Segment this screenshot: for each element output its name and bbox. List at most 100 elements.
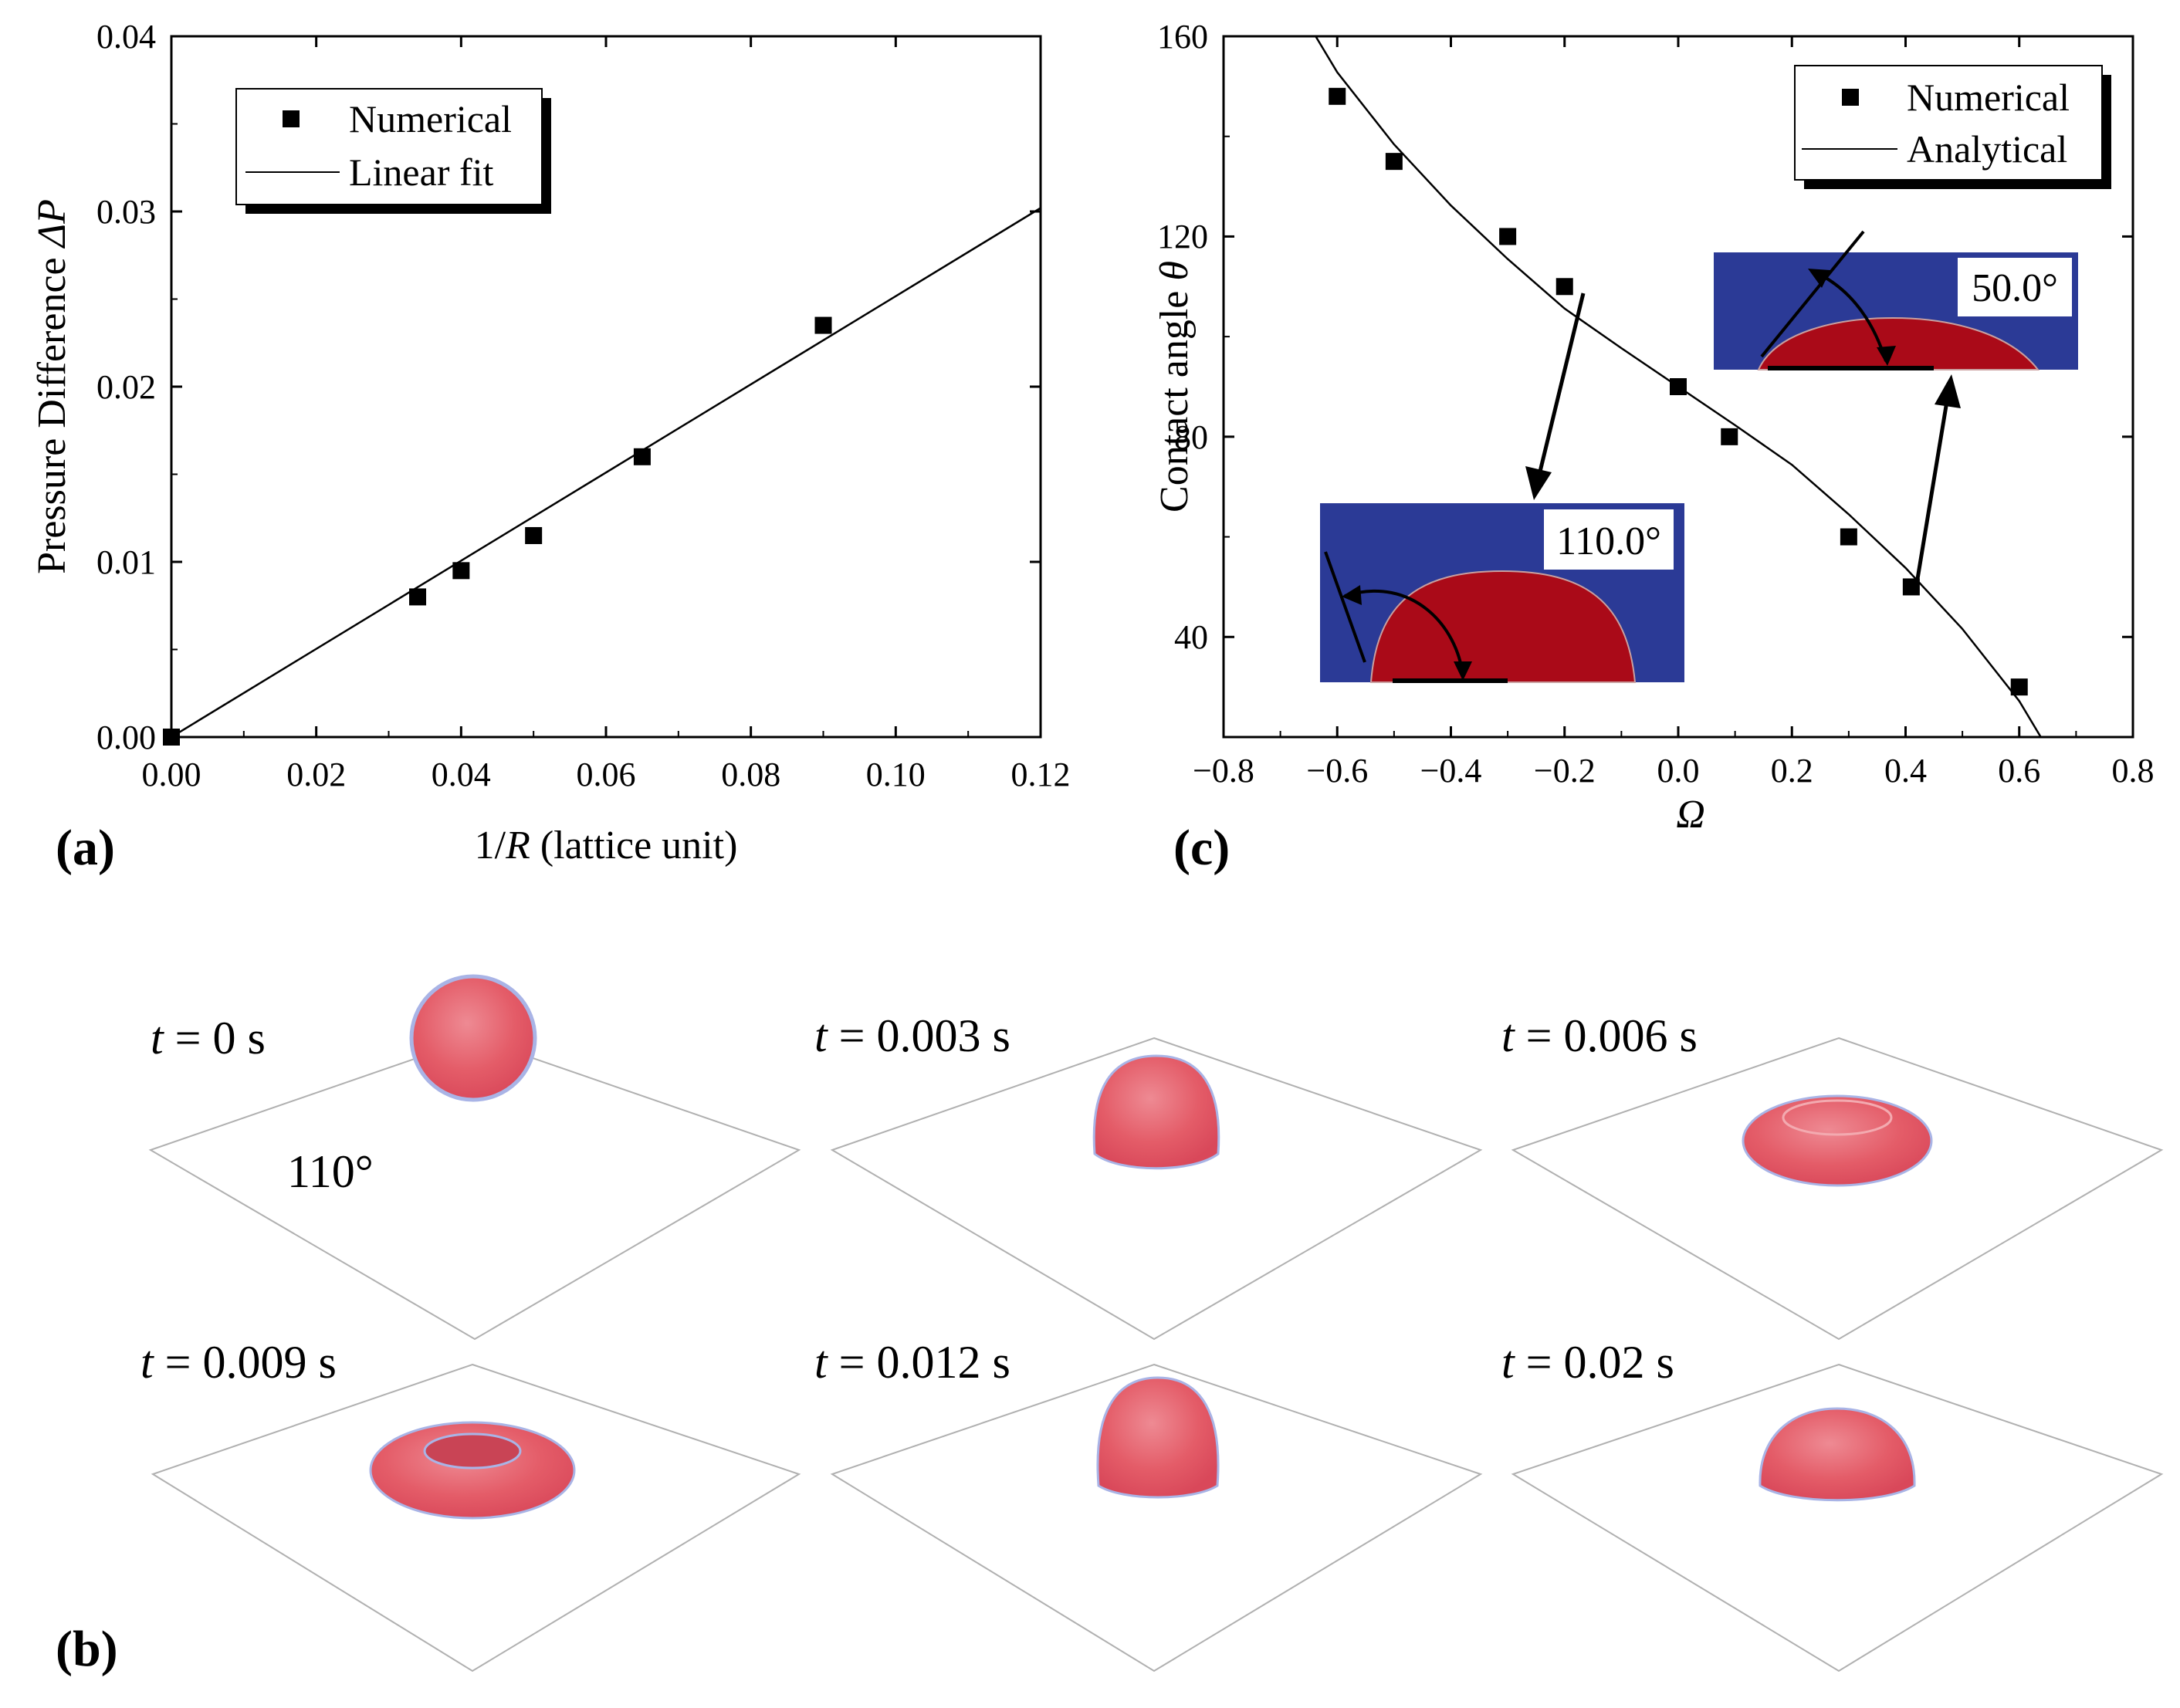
panel-c-pointer-arrows <box>1525 293 1961 589</box>
panel-a-x-tick-label: 0.08 <box>721 756 780 793</box>
substrate-plane <box>1511 1363 2164 1672</box>
inset-50-arc-arrowhead <box>1808 269 1830 288</box>
data-point <box>1329 87 1346 105</box>
wetting-angle-label: 110° <box>287 1146 374 1197</box>
droplet <box>409 974 537 1102</box>
snapshot-t0006: t = 0.006 s <box>1501 1010 2164 1341</box>
panel-c-y-tick-label: 160 <box>1157 18 1208 56</box>
data-point <box>525 526 543 544</box>
panel-a-y-tick-label: 0.02 <box>96 368 156 406</box>
data-point <box>163 729 180 746</box>
panel-a-x-tick-label: 0.06 <box>577 756 636 793</box>
panel-a-ticks <box>170 35 1042 739</box>
series-line-linear-fit <box>171 207 1041 739</box>
panel-a-y-tick-labels: 0.00 0.01 0.02 0.03 0.04 <box>96 18 156 756</box>
panel-c-x-tick-label: −0.4 <box>1420 752 1482 790</box>
legend-label-numerical: Numerical <box>1907 76 2070 119</box>
panel-a-markers <box>163 316 832 746</box>
panel-b: t = 0 s 110° t = 0.003 s t = 0.006 s t =… <box>56 974 2164 1677</box>
droplet-torus-hole <box>423 1432 522 1470</box>
panel-a-x-tick-label: 0.04 <box>432 756 491 793</box>
snapshot-t0009: t = 0.009 s <box>140 1337 801 1672</box>
panel-b-label: (b) <box>56 1621 118 1677</box>
data-point <box>1840 528 1857 546</box>
panel-c-markers <box>1329 87 2028 696</box>
legend-box <box>235 88 543 205</box>
panel-c-y-tick-label: 80 <box>1174 418 1208 456</box>
panel-a-y-tick-label: 0.00 <box>96 719 156 756</box>
panel-a-x-tick-labels: 0.00 0.02 0.04 0.06 0.08 0.10 0.12 <box>142 756 1071 793</box>
snapshot-t0012: t = 0.012 s <box>814 1337 1483 1672</box>
panel-c-x-tick-label: 0.8 <box>2112 752 2155 790</box>
time-label: t = 0.006 s <box>1501 1010 1698 1061</box>
snapshot-t002: t = 0.02 s <box>1501 1337 2164 1672</box>
inset-110-label-box <box>1544 509 1674 570</box>
legend-marker <box>1842 89 1859 106</box>
panel-c-y-tick-label: 40 <box>1174 618 1208 656</box>
panel-a-x-axis-label: 1/R (lattice unit) <box>475 824 738 868</box>
time-label: t = 0.02 s <box>1501 1337 1674 1388</box>
panel-c-x-tick-label: −0.6 <box>1306 752 1368 790</box>
data-point <box>1670 378 1687 395</box>
legend-label-analytical: Analytical <box>1907 127 2067 171</box>
panel-c-y-tick-labels: 40 80 120 160 <box>1157 18 1208 656</box>
substrate-plane <box>151 1363 801 1672</box>
droplet <box>1092 1054 1220 1170</box>
legend-box <box>1794 65 2103 181</box>
panel-c-label: (c) <box>1173 820 1230 876</box>
panel-a-y-tick-label: 0.04 <box>96 18 156 56</box>
substrate-plane <box>148 1037 801 1341</box>
panel-a-x-tick-label: 0.02 <box>286 756 346 793</box>
legend-marker <box>283 110 300 127</box>
panel-a-y-axis-label: Pressure Difference ΔP <box>30 199 74 574</box>
panel-a-y-tick-label: 0.03 <box>96 193 156 231</box>
panel-c-x-tick-label: 0.4 <box>1884 752 1927 790</box>
panel-c-y-axis-label: Contact angle θ <box>1153 261 1197 512</box>
time-label: t = 0.012 s <box>814 1337 1010 1388</box>
pointer-arrow-110 <box>1537 293 1586 475</box>
panel-a-x-tick-label: 0.12 <box>1011 756 1071 793</box>
panel-c-x-axis-label: Ω <box>1676 793 1705 837</box>
substrate-plane <box>830 1363 1483 1672</box>
panel-c-ticks <box>1222 35 2134 737</box>
panel-c-y-tick-label: 120 <box>1157 218 1208 255</box>
panel-a-x-tick-label: 0.10 <box>866 756 926 793</box>
panel-a: 0.00 0.02 0.04 0.06 0.08 0.10 0.12 0.00 … <box>30 18 1071 876</box>
inset-50-angle-label: 50.0° <box>1972 266 2058 310</box>
droplet-ripple <box>1782 1099 1893 1136</box>
data-point <box>1902 578 1920 596</box>
data-point <box>1385 153 1403 171</box>
legend-label-linear-fit: Linear fit <box>349 151 494 194</box>
snapshot-t0: t = 0 s 110° <box>148 974 801 1341</box>
pointer-arrowhead-110 <box>1525 466 1552 500</box>
time-label: t = 0.009 s <box>140 1337 337 1388</box>
data-point <box>633 448 651 465</box>
panel-c-x-tick-label: 0.2 <box>1771 752 1813 790</box>
panel-c-x-tick-labels: −0.8 −0.6 −0.4 −0.2 0.0 0.2 0.4 0.6 0.8 <box>1193 752 2154 790</box>
panel-c-x-tick-label: 0.6 <box>1998 752 2040 790</box>
inset-110-angle-label: 110.0° <box>1556 519 1661 563</box>
data-point <box>1499 228 1517 245</box>
time-label: t = 0.003 s <box>814 1010 1010 1061</box>
data-point <box>452 562 470 580</box>
droplet <box>1096 1376 1220 1499</box>
data-point <box>814 316 832 334</box>
panel-a-label: (a) <box>56 820 115 876</box>
panel-c-x-tick-label: −0.2 <box>1534 752 1596 790</box>
data-point <box>1555 278 1573 296</box>
time-label: t = 0 s <box>151 1013 266 1064</box>
panel-a-linear-fit <box>171 207 1041 739</box>
inset-50-arc-arrowhead <box>1877 346 1896 366</box>
inset-110-tangent-line <box>1324 551 1366 663</box>
droplet <box>1742 1094 1933 1187</box>
panel-a-y-tick-label: 0.01 <box>96 543 156 581</box>
panel-c-legend: Numerical Analytical <box>1794 65 2111 189</box>
panel-a-x-tick-label: 0.00 <box>142 756 201 793</box>
droplet <box>369 1421 576 1520</box>
data-point <box>409 588 427 606</box>
inset-110-arc-arrowhead <box>1454 661 1472 681</box>
inset-110-droplet <box>1369 570 1637 683</box>
substrate-plane <box>1511 1037 2164 1341</box>
inset-50-droplet <box>1757 316 2040 370</box>
